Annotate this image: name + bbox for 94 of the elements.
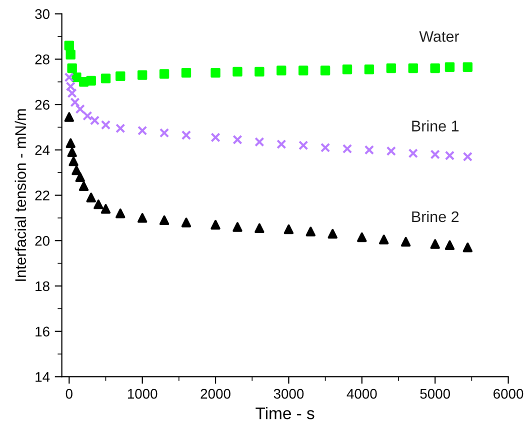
series-label: Water — [419, 31, 460, 42]
point — [430, 150, 440, 160]
y-tick-label: 22 — [35, 190, 50, 200]
point — [137, 126, 148, 136]
point — [232, 222, 242, 232]
point — [386, 63, 396, 74]
x-axis-title: Time - s — [256, 407, 314, 420]
point — [116, 124, 126, 134]
point — [320, 142, 330, 152]
point — [462, 152, 473, 162]
point — [181, 218, 192, 228]
y-tick-label: 24 — [35, 145, 50, 155]
y-axis-title: Interfacial tension - mN/m — [14, 109, 26, 281]
point — [67, 147, 77, 158]
point — [67, 88, 77, 98]
point — [66, 138, 76, 148]
x-tick-label: 5000 — [420, 388, 450, 399]
point — [66, 50, 76, 60]
point — [159, 215, 170, 226]
point — [430, 239, 440, 249]
point — [90, 116, 100, 126]
point — [364, 64, 374, 74]
point — [254, 66, 264, 77]
y-tick-label: 28 — [35, 54, 50, 64]
point — [116, 71, 126, 82]
point — [342, 144, 352, 154]
point — [75, 104, 85, 114]
point — [64, 40, 74, 50]
point — [462, 62, 473, 72]
point — [86, 76, 96, 86]
point — [86, 192, 96, 202]
x-tick-label: 1000 — [128, 388, 158, 399]
point — [254, 223, 264, 233]
series-label: Brine 2 — [412, 210, 459, 222]
point — [276, 66, 286, 76]
point — [298, 140, 308, 150]
point — [444, 240, 455, 250]
point — [100, 74, 111, 84]
point — [66, 82, 76, 92]
y-tick-label: 16 — [36, 326, 50, 337]
point — [276, 139, 286, 150]
point — [137, 213, 148, 223]
point — [82, 111, 92, 121]
point — [78, 181, 89, 192]
point — [67, 63, 77, 74]
point — [298, 66, 308, 76]
point — [68, 156, 78, 166]
y-tick-label: 30 — [35, 9, 50, 19]
point — [357, 232, 367, 242]
point — [159, 128, 170, 138]
point — [306, 226, 316, 236]
point — [181, 130, 192, 140]
point — [232, 66, 242, 77]
point — [444, 150, 455, 160]
point — [94, 199, 104, 210]
point — [210, 220, 220, 230]
point — [364, 145, 374, 155]
x-tick-label: 6000 — [494, 388, 524, 399]
y-tick-label: 26 — [35, 100, 50, 110]
x-tick-label: 0 — [66, 388, 72, 399]
point — [444, 62, 455, 72]
point — [72, 165, 82, 176]
series-label: Brine 1 — [412, 120, 459, 132]
point — [100, 204, 111, 214]
point — [320, 66, 330, 76]
point — [159, 69, 170, 79]
x-tick-label: 2000 — [200, 388, 230, 399]
x-tick-label: 3000 — [274, 388, 304, 399]
point — [408, 63, 418, 74]
point — [75, 172, 85, 182]
point — [408, 148, 418, 158]
x-tick-label: 4000 — [346, 388, 377, 399]
point — [284, 224, 294, 234]
point — [210, 68, 220, 78]
point — [232, 134, 242, 145]
point — [64, 112, 74, 122]
point — [254, 137, 264, 147]
point — [100, 120, 111, 130]
point — [64, 72, 74, 82]
point — [400, 236, 411, 247]
point — [430, 63, 440, 74]
y-tick-label: 14 — [36, 372, 50, 382]
point — [379, 234, 389, 244]
point — [116, 208, 126, 218]
point — [210, 132, 220, 142]
point — [462, 242, 473, 252]
y-tick-label: 20 — [35, 236, 50, 246]
y-tick-label: 18 — [36, 281, 50, 292]
point — [342, 64, 352, 74]
point — [70, 97, 80, 108]
point — [386, 146, 396, 156]
point — [181, 68, 192, 78]
point — [137, 70, 148, 80]
point — [328, 228, 338, 239]
